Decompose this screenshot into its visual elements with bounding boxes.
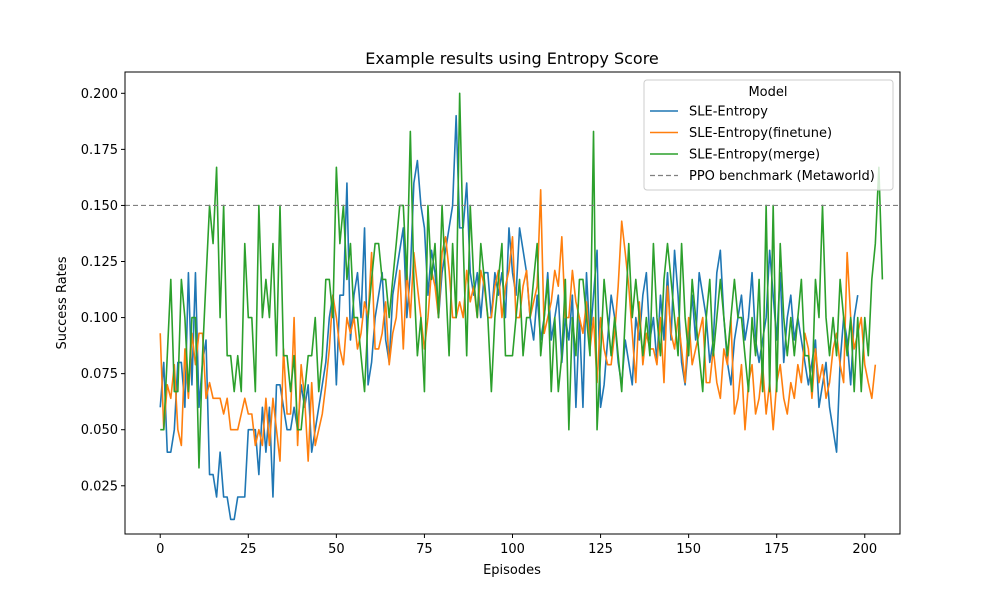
legend-box <box>643 79 894 191</box>
legend-entries: SLE-Entropy SLE-Entropy(finetune) SLE-Entr… <box>650 105 875 184</box>
x-axis: 0 25 50 75 100 125 150 175 200 <box>156 534 877 557</box>
y-axis: 0.025 0.050 0.075 0.100 0.125 0.150 0.175 0.200 <box>81 87 125 494</box>
x-tick-label: 25 <box>240 542 257 557</box>
legend-title: Model <box>748 85 787 100</box>
x-tick-label: 50 <box>328 542 345 557</box>
x-tick-label: 100 <box>500 542 525 557</box>
chart-title: Example results using Entropy Score <box>365 49 659 68</box>
y-tick-label: 0.050 <box>81 423 118 438</box>
x-tick-label: 0 <box>156 542 164 557</box>
y-tick-label: 0.025 <box>81 479 118 494</box>
x-tick-label: 125 <box>588 542 613 557</box>
series-line-2 <box>159 188 877 462</box>
x-tick-label: 175 <box>764 542 789 557</box>
y-tick-label: 0.150 <box>81 199 118 214</box>
series-line-3 <box>160 92 884 469</box>
y-tick-label: 0.100 <box>81 311 118 326</box>
y-tick-label: 0.075 <box>81 367 118 382</box>
x-tick-label: 150 <box>676 542 701 557</box>
y-tick-label: 0.125 <box>81 255 118 270</box>
legend-label: SLE-Entropy(finetune) <box>689 126 832 141</box>
legend-label: PPO benchmark (Metaworld) <box>689 169 875 184</box>
series-line-1 <box>159 114 859 521</box>
legend-label: SLE-Entropy(merge) <box>689 148 820 163</box>
x-tick-label: 75 <box>416 542 433 557</box>
legend: Model SLE-EntropySLE-Entropy(finetune)SL… <box>643 79 894 191</box>
x-tick-label: 200 <box>852 542 877 557</box>
y-axis-title: Success Rates <box>55 256 70 349</box>
legend-label: SLE-Entropy <box>689 105 768 120</box>
y-tick-label: 0.175 <box>81 143 118 158</box>
x-axis-title: Episodes <box>483 563 541 578</box>
series-layer <box>159 92 884 521</box>
y-tick-label: 0.200 <box>81 87 118 102</box>
